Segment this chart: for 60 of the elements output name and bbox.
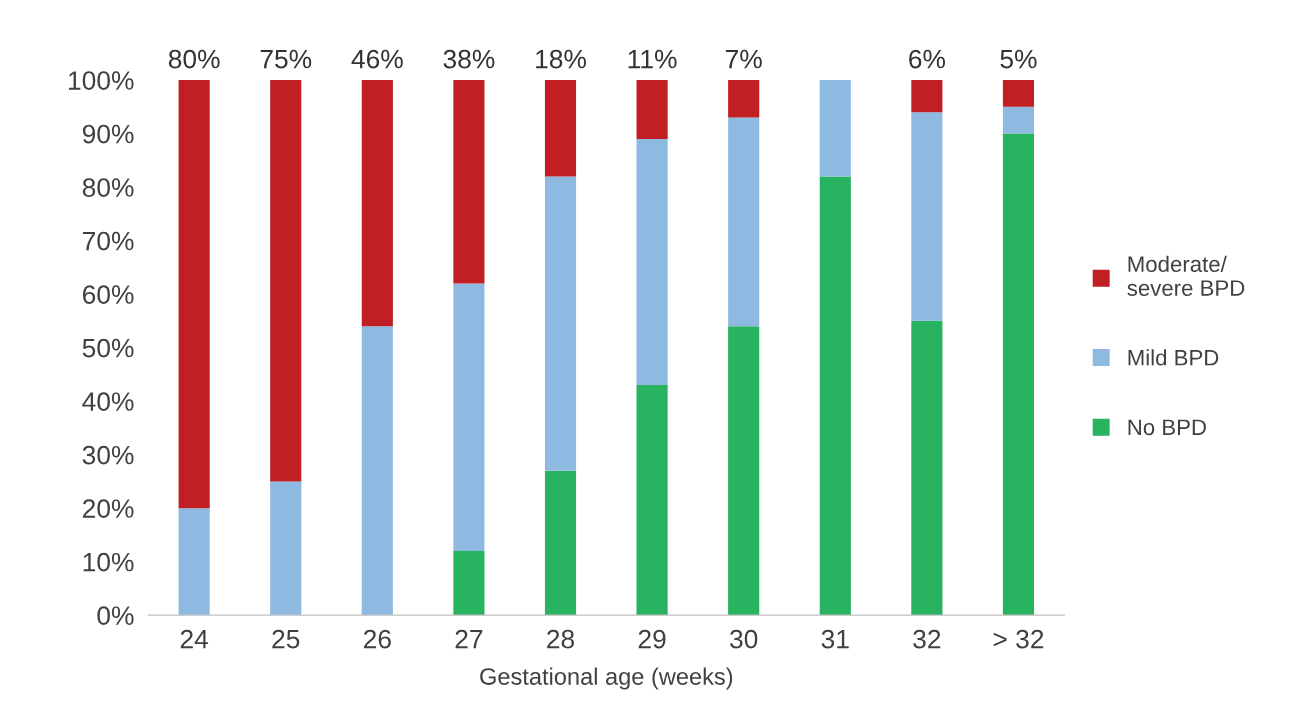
bar bbox=[178, 80, 210, 509]
bar bbox=[361, 80, 393, 327]
bar bbox=[911, 112, 943, 321]
data-label: 46% bbox=[351, 49, 403, 69]
bar bbox=[1002, 106, 1035, 134]
bar bbox=[453, 80, 485, 284]
y-tick-label: 20% bbox=[82, 499, 134, 518]
bar bbox=[728, 80, 760, 118]
y-tick-label: 40% bbox=[82, 392, 134, 411]
x-tick-label: 28 bbox=[547, 629, 575, 649]
bar bbox=[819, 176, 851, 616]
x-tick-label: 27 bbox=[455, 629, 483, 649]
bar bbox=[1002, 133, 1035, 616]
data-label: 38% bbox=[443, 49, 495, 69]
x-tick-label: 26 bbox=[363, 629, 391, 649]
y-tick-label: 50% bbox=[82, 338, 134, 358]
bar bbox=[636, 385, 668, 616]
y-tick-label: 10% bbox=[83, 552, 134, 572]
bar bbox=[270, 80, 302, 482]
bar bbox=[728, 117, 760, 327]
bar bbox=[544, 176, 577, 471]
y-tick-label: 80% bbox=[82, 178, 134, 197]
bar bbox=[361, 326, 393, 616]
data-label: 7% bbox=[725, 49, 762, 69]
x-tick-label: 24 bbox=[180, 629, 209, 649]
bar bbox=[178, 508, 210, 616]
y-tick-label: 30% bbox=[82, 445, 134, 465]
data-label: 80% bbox=[168, 49, 220, 69]
y-tick-label: 90% bbox=[82, 124, 134, 144]
x-tick-label: 30 bbox=[730, 629, 758, 649]
bar bbox=[270, 481, 302, 616]
bar bbox=[636, 80, 668, 139]
bar bbox=[453, 283, 485, 551]
bar bbox=[636, 138, 668, 386]
data-label: 18% bbox=[536, 49, 586, 69]
x-tick-label: 32 bbox=[913, 629, 941, 649]
data-label: 5% bbox=[1000, 49, 1037, 69]
x-tick-label: > 32 bbox=[993, 629, 1044, 649]
bar bbox=[544, 470, 577, 616]
x-tick-label: 29 bbox=[638, 629, 666, 649]
y-tick-label: 70% bbox=[83, 231, 134, 251]
bar bbox=[544, 80, 577, 177]
legend-label: No BPD bbox=[1128, 419, 1206, 436]
bar bbox=[911, 80, 943, 113]
legend-label: Mild BPD bbox=[1128, 349, 1219, 366]
data-label: 11% bbox=[628, 49, 677, 69]
bar bbox=[911, 320, 943, 616]
x-axis-title: Gestational age (weeks) bbox=[480, 667, 733, 690]
bar bbox=[728, 326, 760, 616]
y-tick-label: 0% bbox=[97, 606, 134, 625]
bar bbox=[1002, 80, 1035, 107]
bar bbox=[453, 550, 485, 616]
x-tick-label: 25 bbox=[272, 629, 300, 649]
x-tick-label: 31 bbox=[821, 629, 849, 649]
y-tick-label: 60% bbox=[82, 285, 134, 304]
bar bbox=[819, 80, 851, 177]
legend-label: Moderate/ severe BPD bbox=[1127, 255, 1245, 296]
y-tick-label: 100% bbox=[68, 71, 134, 90]
data-label: 6% bbox=[909, 49, 945, 69]
data-label: 75% bbox=[260, 49, 312, 69]
